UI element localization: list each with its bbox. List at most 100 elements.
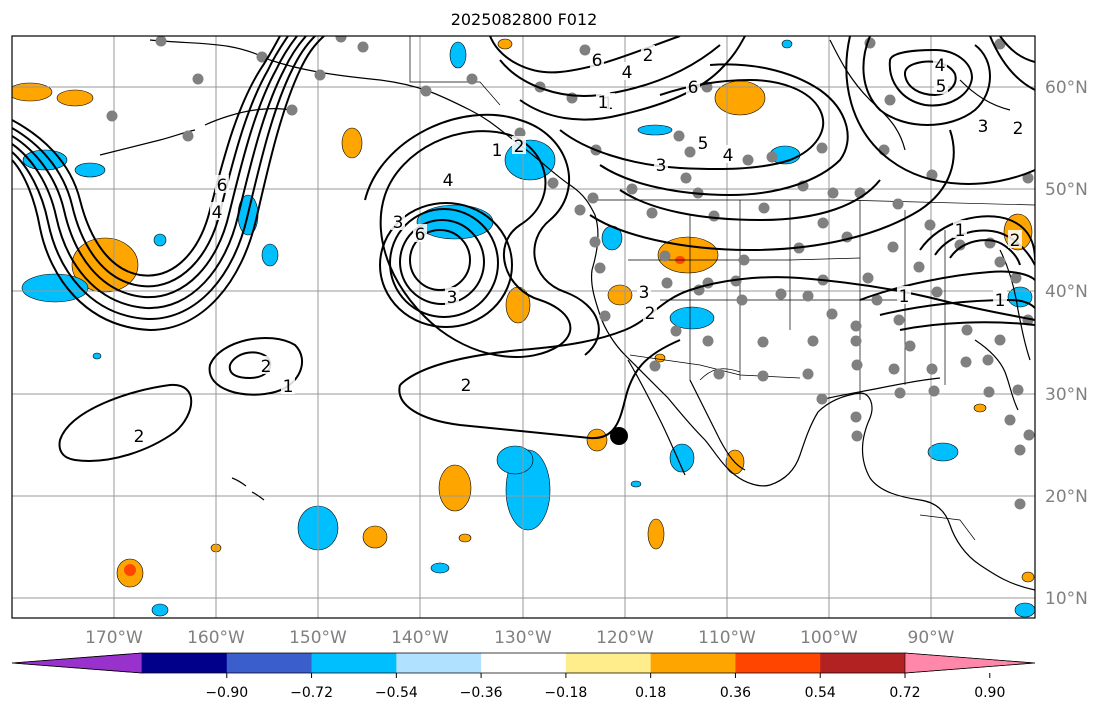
- contour-label: 2: [1013, 119, 1024, 139]
- colorbar-tick-label: −0.90: [205, 685, 248, 701]
- lon-label-100w: 100°W: [800, 628, 858, 648]
- colorbar-outline: [11, 652, 1036, 674]
- contour-label-bg: [696, 133, 710, 151]
- contour-label: 4: [622, 63, 633, 83]
- contour-label: 3: [978, 117, 989, 137]
- contour-label-bg: [953, 220, 967, 238]
- colorbar-tick-label: 0.54: [805, 685, 836, 701]
- lon-label-120w: 120°W: [596, 628, 654, 648]
- contour-label-bg: [512, 136, 526, 154]
- contour-label: 2: [645, 304, 656, 324]
- colorbar-segment: [311, 653, 397, 673]
- coastlines: [99, 39, 1035, 591]
- lat-label-20n: 20°N: [1045, 487, 1088, 507]
- contour-label: 1: [955, 221, 966, 241]
- contour-label-bg: [596, 92, 610, 110]
- colorbar-segment: [481, 653, 567, 673]
- contour-label-bg: [132, 426, 146, 444]
- contour-lines: [12, 36, 1035, 462]
- colorbar-tick-label: 0.90: [974, 685, 1005, 701]
- contour-label: 1: [283, 377, 294, 397]
- contour-label-bg: [210, 202, 224, 220]
- contour-label: 5: [936, 77, 947, 97]
- contour-label: 1: [995, 291, 1006, 311]
- contour-label-bg: [259, 356, 273, 374]
- lat-label-40n: 40°N: [1045, 282, 1088, 302]
- contour-label-bg: [637, 282, 651, 300]
- lon-label-140w: 140°W: [391, 628, 449, 648]
- contour-label-bg: [641, 45, 655, 63]
- lon-label-130w: 130°W: [494, 628, 552, 648]
- colorbar-segment: [820, 653, 906, 673]
- contour-label-bg: [441, 170, 455, 188]
- lat-label-50n: 50°N: [1045, 180, 1088, 200]
- map-frame: [11, 35, 1036, 619]
- colorbar-segment: [226, 653, 313, 673]
- colorbar-tick-label: −0.72: [290, 685, 333, 701]
- contour-labels: 6421654354321643212132642312121: [132, 45, 1025, 447]
- contour-label: 4: [723, 146, 734, 166]
- lon-label-160w: 160°W: [187, 628, 245, 648]
- contour-label: 1: [899, 287, 910, 307]
- colorbar-ticks: −0.90 −0.72 −0.54 −0.36 −0.18 0.18 0.36 0.54 0.7…: [205, 673, 1005, 701]
- colorbar-segment: [142, 653, 228, 673]
- contour-label: 3: [447, 288, 458, 308]
- colorbar-extend-min: [11, 652, 143, 674]
- lon-label-150w: 150°W: [289, 628, 347, 648]
- contour-label-bg: [976, 116, 990, 134]
- colorbar-segment: [650, 653, 736, 673]
- contour-label-bg: [215, 175, 229, 193]
- colorbar-segment: [735, 653, 821, 673]
- colorbar-extend-max: [904, 652, 1036, 674]
- contour-label-bg: [391, 212, 405, 230]
- contour-label-bg: [459, 375, 473, 393]
- contour-label-bg: [490, 140, 504, 158]
- lat-label-30n: 30°N: [1045, 385, 1088, 405]
- colorbar-segment: [396, 653, 482, 673]
- contour-label: 3: [639, 283, 650, 303]
- colorbar-tick-label: −0.36: [460, 685, 503, 701]
- contour-label: 1: [598, 93, 609, 113]
- map-title: 2025082800 F012: [450, 10, 598, 29]
- contour-label: 2: [461, 376, 472, 396]
- contour-label: 2: [1010, 231, 1021, 251]
- location-marker: [610, 427, 628, 445]
- contour-label-bg: [445, 287, 459, 305]
- contour-label: 6: [592, 51, 603, 71]
- contour-label-bg: [934, 76, 948, 94]
- lon-label-170w: 170°W: [85, 628, 143, 648]
- contour-label: 3: [656, 156, 667, 176]
- contour-label: 4: [443, 171, 454, 191]
- contour-label: 4: [935, 56, 946, 76]
- contour-label: 4: [212, 203, 223, 223]
- lon-label-90w: 90°W: [908, 628, 955, 648]
- contour-label-bg: [1008, 230, 1022, 248]
- contour-label-bg: [897, 286, 911, 304]
- negative-anomaly-fills: [21, 39, 1035, 618]
- colorbar-segments: [11, 652, 1036, 674]
- contour-label-bg: [933, 55, 947, 73]
- colorbar-segment: [565, 653, 652, 673]
- lat-label-10n: 10°N: [1045, 589, 1088, 609]
- contour-label-bg: [620, 62, 634, 80]
- colorbar-tick-label: 0.36: [720, 685, 751, 701]
- colorbar-tick-label: −0.54: [375, 685, 418, 701]
- contour-label-bg: [721, 145, 735, 163]
- contour-label: 5: [698, 134, 709, 154]
- contour-label-bg: [686, 77, 700, 95]
- lat-lon-grid: [12, 36, 1035, 618]
- lat-label-60n: 60°N: [1045, 78, 1088, 98]
- colorbar-tick-label: 0.18: [635, 685, 666, 701]
- contour-label-bg: [590, 50, 604, 68]
- contour-label-bg: [654, 155, 668, 173]
- colorbar: −0.90 −0.72 −0.54 −0.36 −0.18 0.18 0.36 0.54 0.7…: [11, 652, 1036, 701]
- colorbar-tick-label: 0.72: [889, 685, 920, 701]
- contour-label: 2: [261, 357, 272, 377]
- contour-label-bg: [1011, 118, 1025, 136]
- contour-label: 6: [217, 176, 228, 196]
- lon-label-110w: 110°W: [698, 628, 756, 648]
- contour-label: 3: [393, 213, 404, 233]
- longitude-labels: 170°W 160°W 150°W 140°W 130°W 120°W 110°…: [85, 628, 955, 648]
- contour-label: 1: [492, 141, 503, 161]
- latitude-labels: 60°N 50°N 40°N 30°N 20°N 10°N: [1045, 78, 1088, 609]
